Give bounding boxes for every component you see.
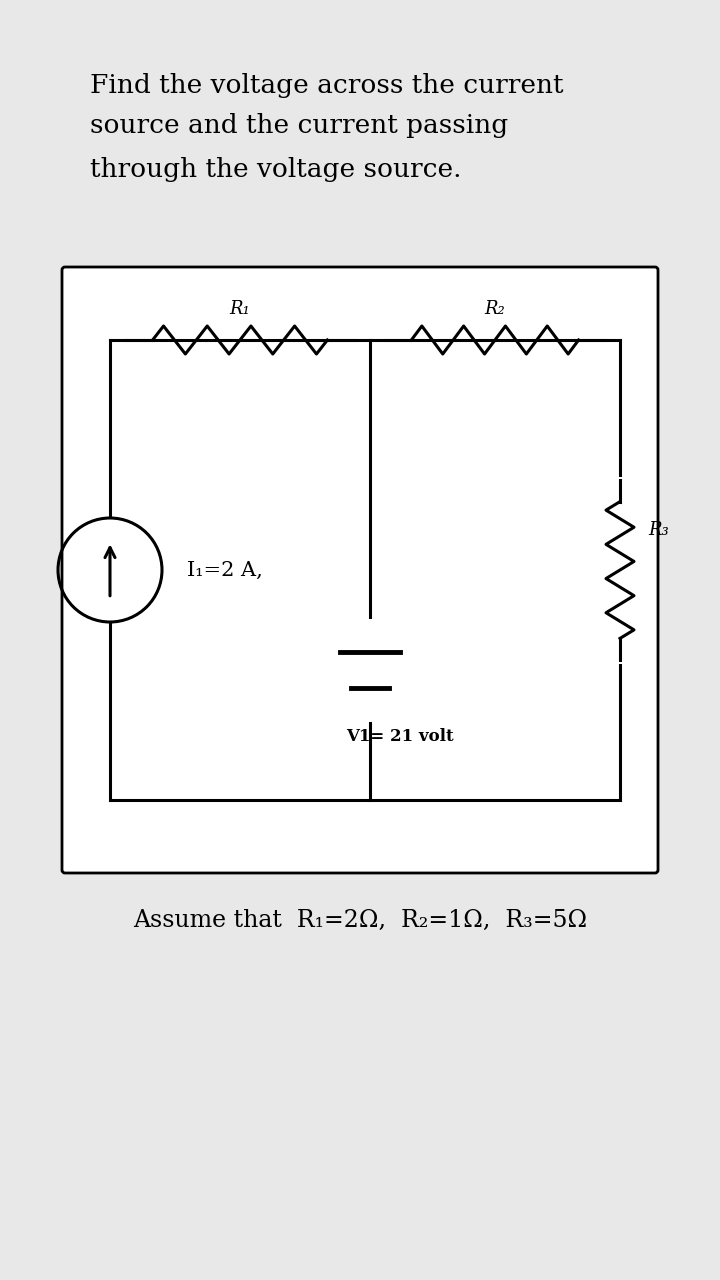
Text: V1= 21 volt: V1= 21 volt	[346, 728, 454, 745]
Text: through the voltage source.: through the voltage source.	[90, 157, 462, 183]
Text: Find the voltage across the current: Find the voltage across the current	[90, 73, 564, 97]
Text: I₁=2 A,: I₁=2 A,	[187, 561, 263, 580]
Text: R₂: R₂	[485, 300, 505, 317]
Text: R₁: R₁	[230, 300, 251, 317]
Text: source and the current passing: source and the current passing	[90, 113, 508, 137]
Text: R₃: R₃	[648, 521, 669, 539]
Text: Assume that  R₁=2Ω,  R₂=1Ω,  R₃=5Ω: Assume that R₁=2Ω, R₂=1Ω, R₃=5Ω	[133, 909, 587, 932]
FancyBboxPatch shape	[62, 268, 658, 873]
